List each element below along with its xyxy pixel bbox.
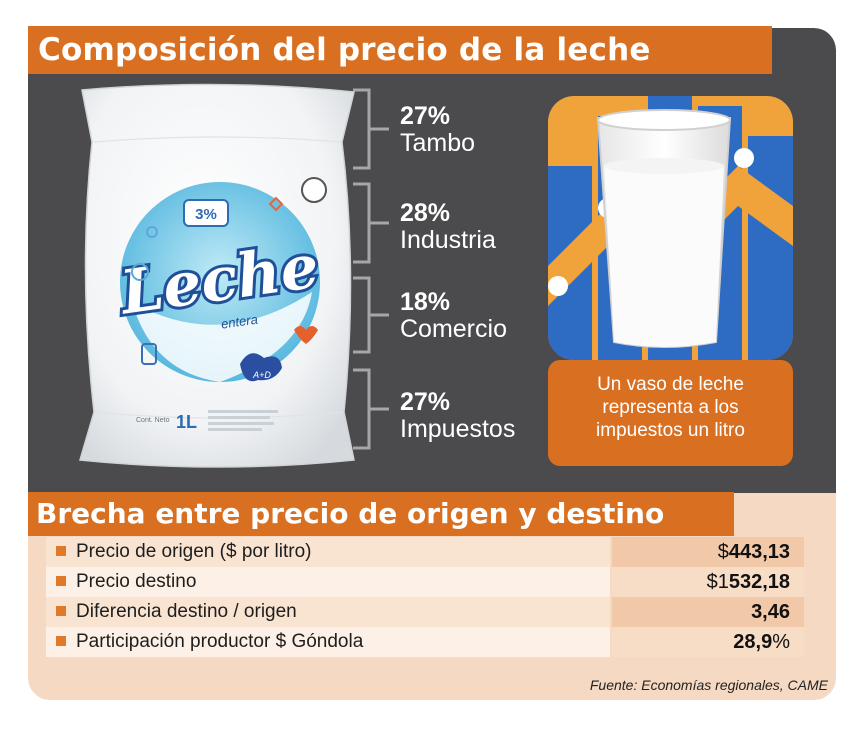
share-industria: 28% Industria <box>400 200 496 254</box>
section-title: Brecha entre precio de origen y destino <box>28 492 734 536</box>
value-prefix: $ <box>717 541 729 563</box>
row-value-cell: 3,46 <box>612 597 804 627</box>
bag-badge: 3% <box>195 206 217 223</box>
table-row: Diferencia destino / origen 3,46 <box>46 597 804 627</box>
value-main: 3,46 <box>751 601 790 623</box>
value-prefix: $1 <box>706 571 729 593</box>
square-bullet-icon <box>56 576 66 586</box>
row-value-cell: 28,9% <box>612 627 804 657</box>
row-value-cell: $1532,18 <box>612 567 804 597</box>
share-label: Impuestos <box>400 415 516 443</box>
bag-vitamins: A+D <box>252 370 271 380</box>
price-gap-table: Precio de origen ($ por litro) $443,13 P… <box>46 537 804 657</box>
share-label: Comercio <box>400 315 507 343</box>
milk-glass-illustration <box>548 96 793 360</box>
row-label: Precio destino <box>76 571 197 592</box>
row-value-cell: $443,13 <box>612 537 804 567</box>
table-row: Participación productor $ Góndola 28,9% <box>46 627 804 657</box>
row-label-cell: Precio de origen ($ por litro) <box>46 537 610 567</box>
source-note: Fuente: Economías regionales, CAME <box>589 677 828 693</box>
square-bullet-icon <box>56 606 66 616</box>
square-bullet-icon <box>56 546 66 556</box>
share-value: 27% <box>400 388 451 416</box>
table-row: Precio de origen ($ por litro) $443,13 <box>46 537 804 567</box>
row-label-cell: Precio destino <box>46 567 610 597</box>
bag-subtitle: entera <box>220 312 259 332</box>
value-main: 28,9 <box>733 631 773 653</box>
row-label-cell: Diferencia destino / origen <box>46 597 610 627</box>
note-line: Un vaso de leche <box>597 374 744 395</box>
bag-volume: 1L <box>176 412 197 432</box>
page-title: Composición del precio de la leche <box>28 26 772 74</box>
note-line: impuestos un litro <box>596 420 745 441</box>
row-label: Diferencia destino / origen <box>76 601 297 622</box>
row-label: Participación productor $ Góndola <box>76 631 364 652</box>
note-line: representa a los <box>602 397 739 418</box>
value-main: 532,18 <box>728 571 790 593</box>
row-label: Precio de origen ($ por litro) <box>76 541 312 562</box>
glass-note: Un vaso de leche representa a los impues… <box>548 360 793 466</box>
share-value: 28% <box>400 199 451 227</box>
bag-content-label: Cont. Neto <box>136 417 170 424</box>
share-label: Tambo <box>400 129 476 157</box>
share-value: 27% <box>400 102 451 130</box>
value-suffix: % <box>772 631 790 653</box>
milk-bag-illustration: 3% Leche entera A+D Cont. Neto 1L <box>79 83 355 468</box>
square-bullet-icon <box>56 636 66 646</box>
share-label: Industria <box>400 226 496 254</box>
share-comercio: 18% Comercio <box>400 289 507 343</box>
share-brackets <box>353 88 389 450</box>
row-label-cell: Participación productor $ Góndola <box>46 627 610 657</box>
share-tambo: 27% Tambo <box>400 103 475 157</box>
value-main: 443,13 <box>728 541 790 563</box>
share-value: 18% <box>400 288 451 316</box>
table-row: Precio destino $1532,18 <box>46 567 804 597</box>
share-impuestos: 27% Impuestos <box>400 389 515 443</box>
